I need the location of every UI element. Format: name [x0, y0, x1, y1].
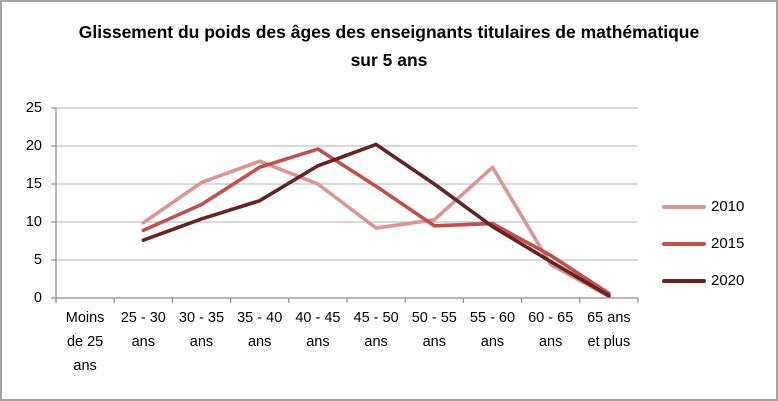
series-line-2020 [141, 142, 611, 298]
legend-line-swatch-2020 [662, 278, 706, 283]
chart-title: Glissement du poids des âges des enseign… [78, 22, 700, 70]
chart-legend: 2010 2015 2020 [662, 188, 772, 299]
legend-label-2020: 2020 [711, 272, 745, 289]
legend-item-2010: 2010 [662, 188, 772, 225]
legend-line-swatch-2010 [662, 204, 706, 209]
legend-line-swatch-2015 [662, 241, 706, 246]
series-line-2010 [141, 159, 611, 299]
legend-item-2020: 2020 [662, 262, 772, 299]
series-line-2015 [141, 147, 611, 296]
legend-item-2015: 2015 [662, 225, 772, 262]
legend-label-2010: 2010 [711, 198, 745, 215]
legend-label-2015: 2015 [711, 235, 745, 252]
